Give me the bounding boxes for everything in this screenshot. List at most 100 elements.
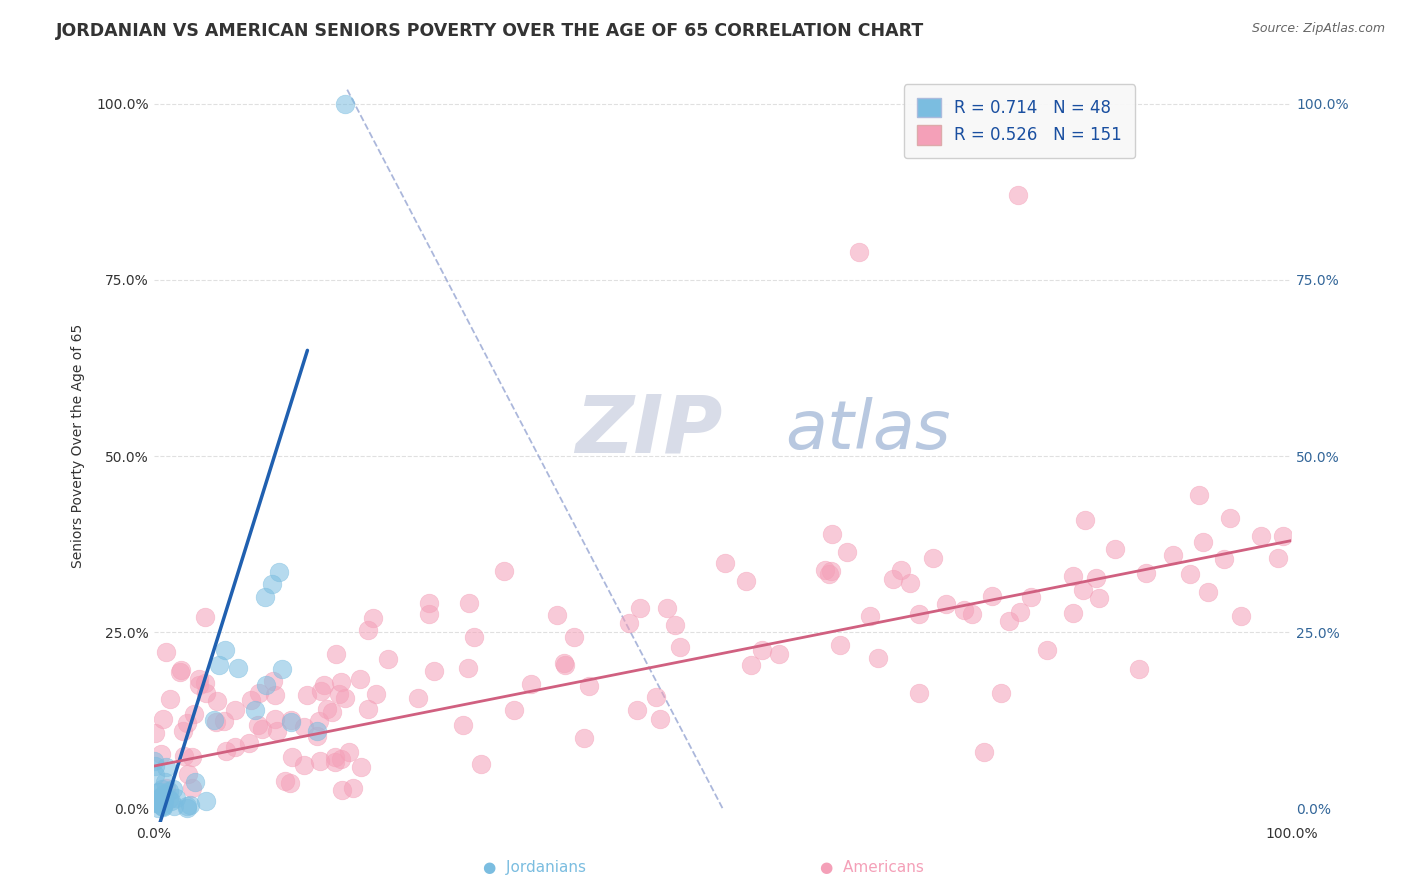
Point: [187, 678, 209, 692]
Point: [357, 702, 380, 716]
Point: [165, 791, 187, 805]
Point: [250, 722, 273, 736]
Point: [492, 565, 515, 579]
Point: [1161, 548, 1184, 562]
Point: [281, 750, 304, 764]
Point: [907, 686, 929, 700]
Point: [408, 691, 430, 706]
Point: [278, 776, 301, 790]
Point: [952, 603, 974, 617]
Point: [713, 556, 735, 570]
Point: [267, 566, 290, 580]
Point: [357, 623, 380, 637]
Point: [160, 794, 183, 808]
Point: [194, 793, 217, 807]
Point: [273, 774, 295, 789]
Point: [1229, 609, 1251, 624]
Point: [146, 796, 169, 810]
Point: [820, 564, 842, 578]
Point: [553, 656, 575, 670]
Point: [655, 601, 678, 615]
Point: [153, 792, 176, 806]
Point: [172, 723, 194, 738]
Point: [751, 643, 773, 657]
Point: [325, 647, 347, 661]
Point: [1197, 585, 1219, 599]
Point: [262, 673, 284, 688]
Point: [159, 691, 181, 706]
Point: [619, 616, 641, 631]
Point: [626, 703, 648, 717]
Point: [935, 597, 957, 611]
Point: [176, 800, 198, 814]
Point: [1084, 571, 1107, 585]
Point: [503, 703, 526, 717]
Point: [859, 608, 882, 623]
Point: [150, 747, 173, 761]
Point: [309, 684, 332, 698]
Point: [998, 614, 1021, 628]
Point: [830, 638, 852, 652]
Point: [176, 799, 198, 814]
Point: [152, 796, 174, 810]
Point: [470, 756, 492, 771]
Point: [155, 760, 177, 774]
Point: [266, 724, 288, 739]
Point: [1062, 606, 1084, 620]
Point: [546, 607, 568, 622]
Point: [205, 694, 228, 708]
Point: [1074, 512, 1097, 526]
Point: [423, 664, 446, 678]
Point: [328, 687, 350, 701]
Point: [149, 794, 172, 808]
Point: [335, 691, 357, 706]
Point: [458, 596, 481, 610]
Point: [305, 730, 328, 744]
Y-axis label: Seniors Poverty Over the Age of 65: Seniors Poverty Over the Age of 65: [72, 324, 86, 567]
Point: [202, 713, 225, 727]
Point: [323, 755, 346, 769]
Point: [1071, 583, 1094, 598]
Point: [866, 651, 889, 665]
Point: [1062, 568, 1084, 582]
Point: [1250, 528, 1272, 542]
Point: [519, 677, 541, 691]
Point: [312, 678, 335, 692]
Point: [150, 782, 173, 797]
Text: ZIP: ZIP: [575, 392, 723, 469]
Point: [152, 798, 174, 813]
Point: [1271, 529, 1294, 543]
Point: [463, 630, 485, 644]
Point: [664, 617, 686, 632]
Point: [960, 607, 983, 621]
Point: [315, 702, 337, 716]
Point: [254, 590, 277, 604]
Point: [768, 647, 790, 661]
Point: [333, 96, 356, 111]
Point: [990, 686, 1012, 700]
Point: [247, 686, 270, 700]
Point: [418, 597, 440, 611]
Point: [330, 675, 353, 690]
Point: [1128, 662, 1150, 676]
Point: [1219, 511, 1241, 525]
Point: [890, 564, 912, 578]
Point: [350, 759, 373, 773]
Point: [837, 545, 859, 559]
Point: [451, 718, 474, 732]
Point: [628, 601, 651, 615]
Point: [973, 745, 995, 759]
Point: [194, 676, 217, 690]
Point: [898, 576, 921, 591]
Point: [307, 723, 329, 738]
Point: [1036, 642, 1059, 657]
Point: [323, 750, 346, 764]
Point: [882, 572, 904, 586]
Point: [648, 712, 671, 726]
Point: [146, 792, 169, 806]
Point: [183, 706, 205, 721]
Point: [224, 739, 246, 754]
Point: [321, 705, 343, 719]
Text: ●  Americans: ● Americans: [820, 861, 924, 875]
Point: [361, 611, 384, 625]
